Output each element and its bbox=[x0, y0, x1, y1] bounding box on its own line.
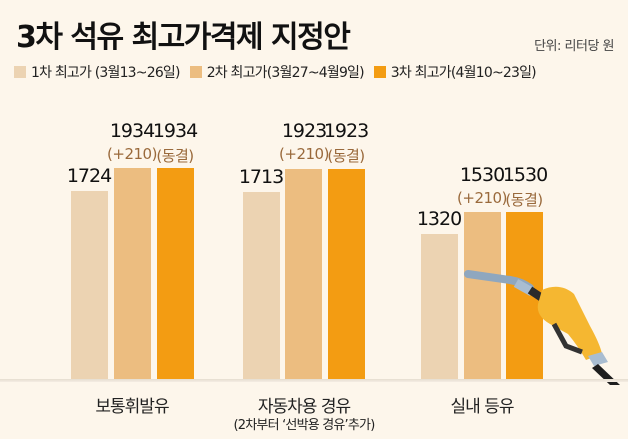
note-diesel-3: (동결) bbox=[327, 147, 365, 165]
category-kerosene: 실내 등유 bbox=[450, 397, 515, 417]
legend-label-2: 2차 최고가(3월27~4월9일) bbox=[206, 65, 365, 81]
note-diesel-2: (+210) bbox=[279, 145, 329, 163]
note-gasoline-3: (동결) bbox=[156, 147, 194, 165]
value-kerosene-2: 1530 bbox=[459, 164, 505, 186]
legend-swatch-1 bbox=[14, 66, 26, 78]
value-gasoline-2: 1934 bbox=[109, 120, 155, 142]
bar-gasoline-3 bbox=[157, 168, 194, 380]
legend-label-1: 1차 최고가 (3월13~26일) bbox=[31, 65, 180, 81]
note-kerosene-3: (동결) bbox=[505, 191, 543, 209]
baseline bbox=[0, 379, 628, 382]
legend-swatch-3 bbox=[373, 66, 386, 78]
chart-title: 3차 석유 최고가격제 지정안 bbox=[16, 20, 351, 55]
bar-diesel-2 bbox=[285, 169, 322, 380]
note-gasoline-2: (+210) bbox=[107, 145, 157, 163]
legend: 1차 최고가 (3월13~26일) 2차 최고가(3월27~4월9일) 3차 최… bbox=[14, 62, 537, 82]
legend-label-3: 3차 최고가(4월10~23일) bbox=[390, 65, 537, 81]
bar-kerosene-1 bbox=[421, 234, 458, 380]
legend-swatch-2 bbox=[189, 66, 202, 78]
unit-label: 단위: 리터당 원 bbox=[534, 39, 614, 54]
category-diesel: 자동차용 경유 bbox=[257, 397, 351, 417]
value-gasoline-3: 1934 bbox=[152, 120, 198, 142]
bar-kerosene-2 bbox=[464, 212, 501, 380]
bar-diesel-1 bbox=[243, 192, 280, 380]
bar-gasoline-1 bbox=[71, 191, 108, 380]
value-diesel-3: 1923 bbox=[323, 120, 369, 142]
value-diesel-2: 1923 bbox=[281, 120, 327, 142]
bar-diesel-3 bbox=[328, 169, 365, 380]
note-kerosene-2: (+210) bbox=[457, 189, 507, 207]
value-diesel-1: 1713 bbox=[238, 166, 284, 188]
fuel-nozzle-icon bbox=[464, 270, 620, 385]
value-gasoline-1: 1724 bbox=[66, 165, 112, 187]
category-gasoline: 보통휘발유 bbox=[95, 397, 169, 417]
legend-item-3: 3차 최고가(4월10~23일) bbox=[373, 62, 537, 82]
value-kerosene-3: 1530 bbox=[502, 164, 548, 186]
legend-item-1: 1차 최고가 (3월13~26일) bbox=[14, 62, 180, 82]
value-kerosene-1: 1320 bbox=[416, 208, 462, 230]
legend-item-2: 2차 최고가(3월27~4월9일) bbox=[189, 62, 365, 82]
category-diesel-subnote: (2차부터 ‘선박용 경유’추가) bbox=[233, 418, 376, 433]
bar-gasoline-2 bbox=[114, 168, 151, 380]
